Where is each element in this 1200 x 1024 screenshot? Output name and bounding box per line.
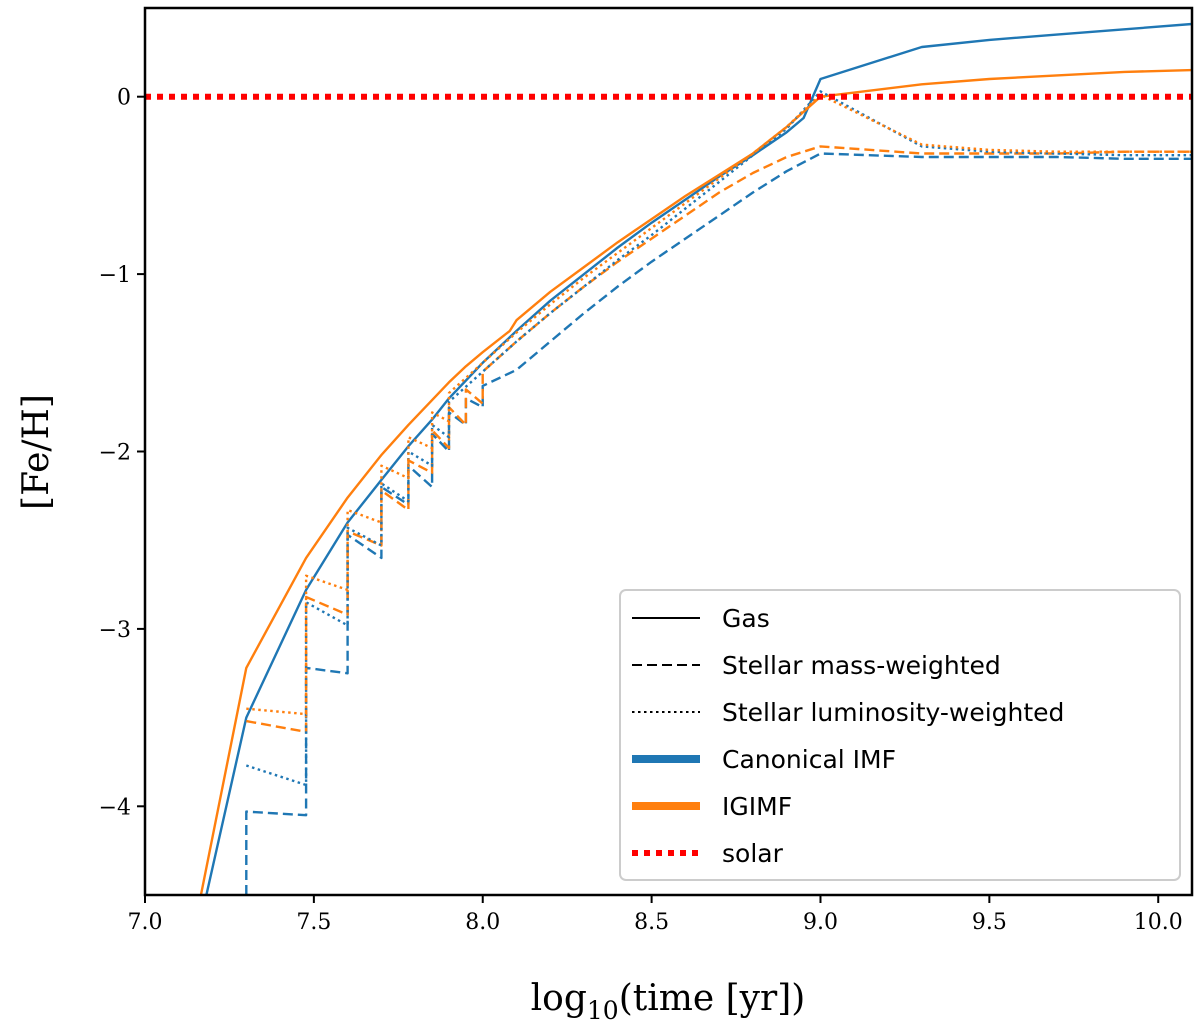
plot-lines: [145, 22, 1192, 895]
series-canonical-imf-stellar-mass-weighted: [245, 152, 1192, 895]
legend: Gas Stellar mass-weighted Stellar luminosi…: [619, 589, 1181, 881]
y-axis-ticks: 0 −1 −2 −3 −4: [99, 86, 145, 820]
x-tick-label: 9.5: [972, 910, 1007, 935]
legend-label: IGIMF: [722, 792, 792, 821]
y-tick-label: −2: [99, 441, 131, 466]
x-tick-label: 9.0: [803, 910, 838, 935]
legend-label: Gas: [722, 604, 770, 633]
y-tick-label: −4: [99, 795, 131, 820]
x-tick-label: 8.0: [465, 910, 500, 935]
x-tick-label: 7.5: [296, 910, 331, 935]
y-tick-label: 0: [117, 86, 131, 111]
x-tick-label: 8.5: [634, 910, 669, 935]
y-axis-label: [Fe/H]: [16, 394, 57, 510]
x-tick-label: 10.0: [1134, 910, 1183, 935]
series-canonical-imf-gas: [205, 22, 1192, 895]
x-axis-label: log10(time [yr]): [531, 978, 806, 1024]
legend-label: Canonical IMF: [722, 745, 896, 774]
y-tick-label: −1: [99, 263, 131, 288]
legend-label: solar: [722, 839, 784, 868]
x-tick-label: 7.0: [128, 910, 163, 935]
y-tick-label: −3: [99, 618, 131, 643]
series-igimf-gas: [199, 68, 1192, 895]
legend-label: Stellar luminosity-weighted: [722, 698, 1064, 727]
legend-label: Stellar mass-weighted: [722, 651, 1001, 680]
series-igimf-stellar-luminosity-weighted: [246, 93, 1192, 716]
x-axis-ticks: 7.0 7.5 8.0 8.5 9.0 9.5 10.0: [128, 895, 1183, 935]
series-canonical-imf-stellar-luminosity-weighted: [245, 90, 1192, 787]
legend-box: [619, 589, 1181, 881]
